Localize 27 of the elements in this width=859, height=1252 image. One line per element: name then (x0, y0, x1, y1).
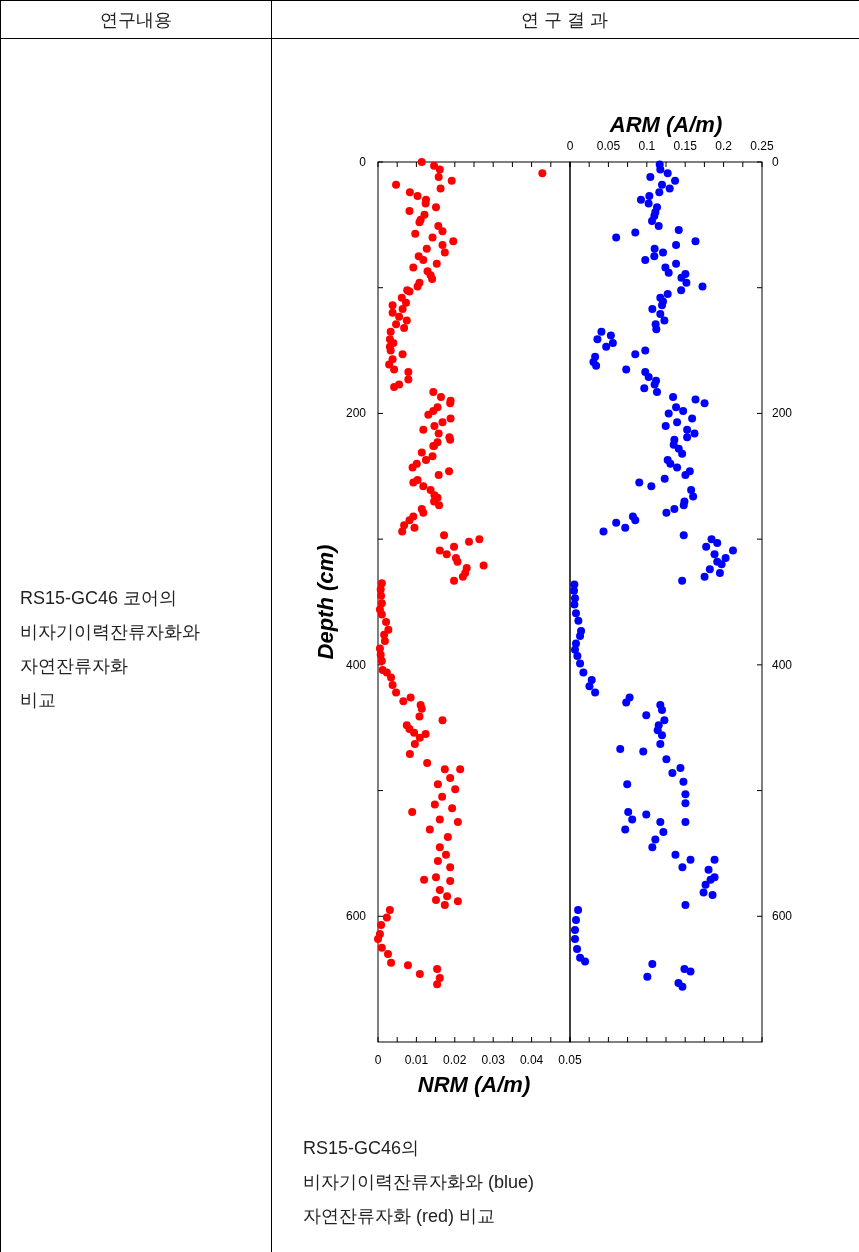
y-tick-label: 400 (772, 657, 793, 672)
x-axis-title: NRM (A/m) (417, 1072, 531, 1097)
y-tick-label: 0 (772, 155, 779, 169)
y-tick-label: 200 (345, 406, 367, 421)
text: RS15-GC46 코어의 비자기이력잔류자화와 자연잔류자화 비교 (20, 588, 200, 710)
x-tick-label: 0.25 (750, 139, 774, 153)
x-tick-label: 0.03 (481, 1053, 506, 1067)
x-tick-label: 0.04 (519, 1053, 544, 1067)
x-tick-label: 0.05 (596, 139, 621, 153)
x-tick-label: 0 (566, 139, 574, 153)
x-axis-title: ARM (A/m) (608, 112, 723, 137)
x-tick-label: 0.05 (558, 1053, 582, 1067)
x-tick-label: 0.2 (715, 139, 733, 153)
y-axis-title: Depth (cm) (313, 544, 338, 660)
text: 연 구 결 과 (521, 10, 609, 30)
x-tick-label: 0 (374, 1053, 382, 1067)
y-tick-label: 0 (359, 155, 367, 169)
text: 연구내용 (100, 10, 172, 30)
x-tick-label: 0.01 (404, 1053, 429, 1067)
x-tick-label: 0.1 (638, 139, 656, 153)
y-tick-label: 200 (772, 406, 793, 421)
y-tick-label: 600 (772, 909, 793, 924)
y-tick-label: 600 (345, 909, 367, 924)
text: RS15-GC46의 비자기이력잔류자화와 (blue) 자연잔류자화 (red) 비교 (303, 1138, 535, 1226)
x-tick-label: 0.15 (673, 139, 698, 153)
x-tick-label: 0.02 (443, 1053, 467, 1067)
y-tick-label: 400 (345, 657, 367, 672)
